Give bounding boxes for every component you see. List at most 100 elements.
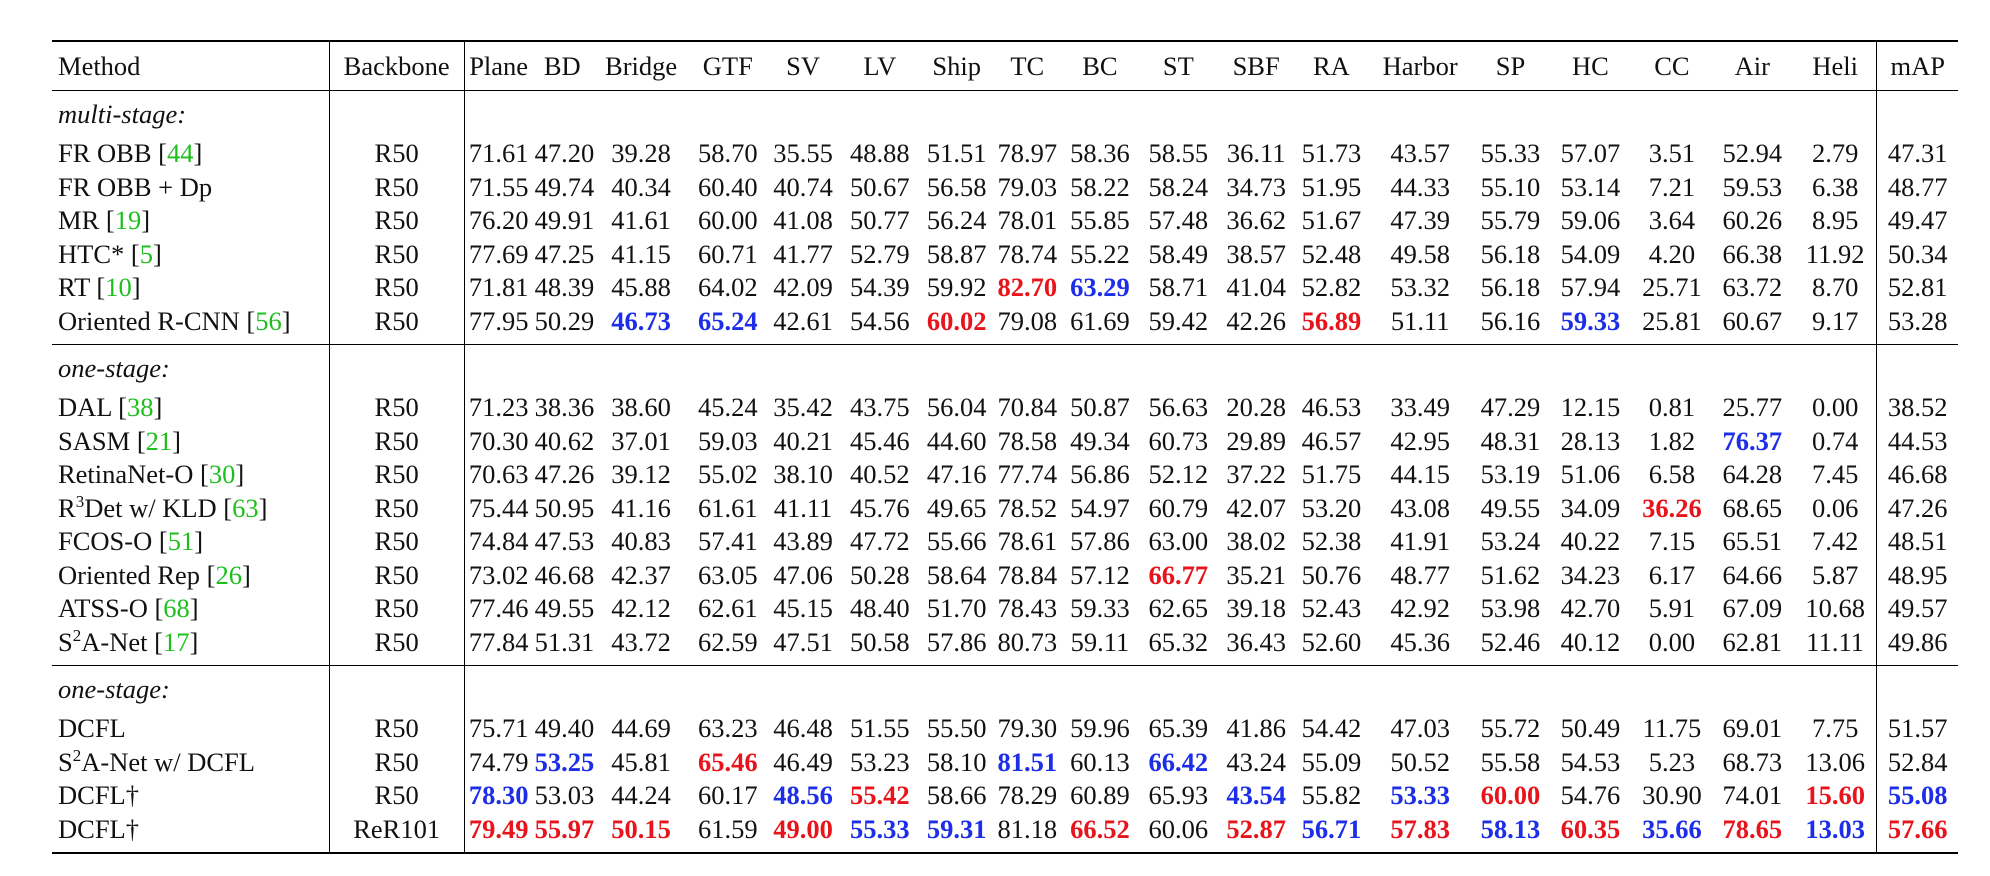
empty-cell [1548, 666, 1633, 713]
value-ra: 51.67 [1301, 205, 1362, 235]
value-sv: 47.51 [773, 626, 833, 657]
backbone-cell: R50 [329, 592, 465, 626]
empty-cell [1473, 345, 1548, 392]
value-ship: 58.10 [926, 746, 987, 777]
backbone-cell: R50 [329, 137, 465, 171]
method-name: DCFL† [58, 780, 139, 810]
value-map: 38.52 [1887, 392, 1948, 422]
table-row: FR OBB + Dp R50 71.55 49.74 40.34 60.40 40.74 5… [52, 170, 1958, 204]
method-name-suffix: Det w/ KLD [84, 492, 217, 523]
method-name: DCFL [58, 713, 126, 743]
value-sv: 41.77 [773, 238, 833, 269]
value-hc: 54.53 [1560, 746, 1621, 777]
value-gtf: 45.24 [697, 392, 758, 422]
empty-cell [1473, 666, 1548, 713]
value-tc: 79.03 [997, 171, 1058, 202]
citation-link[interactable]: 44 [166, 138, 194, 168]
value-heli: 5.87 [1793, 558, 1878, 592]
citation-link[interactable]: 5 [139, 238, 153, 269]
value-bridge: 50.15 [611, 813, 671, 844]
citation-link[interactable]: 21 [145, 425, 173, 456]
empty-cell [1217, 666, 1296, 713]
citation-link[interactable]: 10 [105, 272, 132, 302]
value-sp: 55.58 [1480, 746, 1541, 777]
empty-cell [919, 91, 995, 138]
method-name: FR OBB [58, 138, 152, 168]
results-table-container: Method Backbone Plane BD Bridge GTF SV LV Ship TC… [52, 40, 1958, 854]
citation-link[interactable]: 19 [114, 205, 142, 235]
value-bd: 47.20 [534, 138, 595, 168]
empty-cell [995, 666, 1060, 713]
citation-link[interactable]: 51 [167, 526, 195, 556]
value-sv: 35.55 [773, 138, 833, 168]
value-heli: 7.75 [1793, 712, 1878, 746]
value-ra: 46.57 [1301, 425, 1362, 456]
citation-link[interactable]: 30 [208, 459, 236, 489]
backbone-cell: R50 [329, 237, 465, 271]
empty-cell [765, 666, 841, 713]
value-st: 58.71 [1148, 272, 1209, 302]
backbone-cell: R50 [329, 204, 465, 238]
value-harbor: 53.32 [1390, 272, 1450, 302]
value-sbf: 36.11 [1226, 138, 1286, 168]
value-plane: 75.44 [468, 492, 529, 523]
empty-cell [919, 666, 995, 713]
value-air: 62.81 [1722, 626, 1783, 657]
header-backbone: Backbone [329, 41, 465, 91]
value-plane: 70.30 [468, 425, 529, 456]
value-bc: 59.96 [1070, 713, 1130, 743]
value-plane: 71.81 [468, 272, 529, 302]
table-row: Oriented Rep [26] R50 73.02 46.68 42.37 63.05… [52, 558, 1958, 592]
value-lv: 40.52 [850, 459, 910, 489]
empty-cell [592, 345, 691, 392]
value-sbf: 29.89 [1226, 425, 1286, 456]
value-bridge: 39.12 [611, 459, 671, 489]
method-name-suffix: A-Net w/ DCFL [81, 746, 255, 777]
value-sp: 53.24 [1480, 526, 1541, 556]
value-harbor: 42.92 [1390, 593, 1450, 623]
value-sv: 42.61 [773, 305, 833, 336]
value-heli: 11.92 [1793, 237, 1878, 271]
empty-cell [1793, 665, 1878, 712]
method-cell: Oriented Rep [26] [52, 558, 330, 592]
value-cc: 5.23 [1648, 746, 1696, 777]
value-cc: 6.17 [1648, 559, 1696, 590]
header-sv: SV [786, 51, 820, 81]
method-name: MR [58, 205, 100, 235]
value-sbf: 36.43 [1226, 626, 1286, 657]
value-bridge: 46.73 [611, 305, 671, 336]
value-bd: 47.25 [534, 238, 595, 269]
value-map: 48.77 [1887, 171, 1948, 202]
empty-cell [690, 345, 765, 392]
empty-cell [464, 666, 533, 713]
value-harbor: 45.36 [1390, 626, 1450, 657]
value-ra: 56.89 [1301, 305, 1362, 336]
value-bd: 50.95 [534, 492, 595, 523]
method-cell: R3Det w/ KLD [63] [52, 491, 330, 525]
header-bridge: Bridge [605, 51, 678, 81]
value-sp: 48.31 [1480, 425, 1541, 456]
value-bc: 66.52 [1070, 813, 1130, 844]
value-ra: 56.71 [1301, 813, 1362, 844]
value-sp: 55.72 [1480, 713, 1541, 743]
citation-link[interactable]: 63 [232, 492, 259, 523]
value-harbor: 43.57 [1390, 138, 1450, 168]
value-sv: 46.48 [773, 713, 833, 743]
citation-link[interactable]: 38 [126, 392, 154, 422]
citation-link[interactable]: 17 [162, 626, 190, 657]
citation-link[interactable]: 68 [163, 593, 190, 623]
value-ra: 55.09 [1301, 746, 1362, 777]
method-name: DCFL† [58, 813, 139, 844]
method-cell: FCOS-O [51] [52, 525, 330, 559]
value-harbor: 53.33 [1390, 780, 1450, 810]
value-lv: 51.55 [850, 713, 910, 743]
citation-link[interactable]: 56 [255, 305, 282, 336]
value-st: 66.77 [1148, 559, 1209, 590]
value-st: 57.48 [1148, 205, 1209, 235]
value-cc: 35.66 [1642, 813, 1702, 844]
citation-link[interactable]: 26 [215, 559, 242, 590]
value-sv: 49.00 [773, 813, 833, 844]
value-air: 63.72 [1722, 272, 1783, 302]
method-cell: DAL [38] [52, 391, 330, 425]
value-tc: 81.51 [997, 746, 1058, 777]
